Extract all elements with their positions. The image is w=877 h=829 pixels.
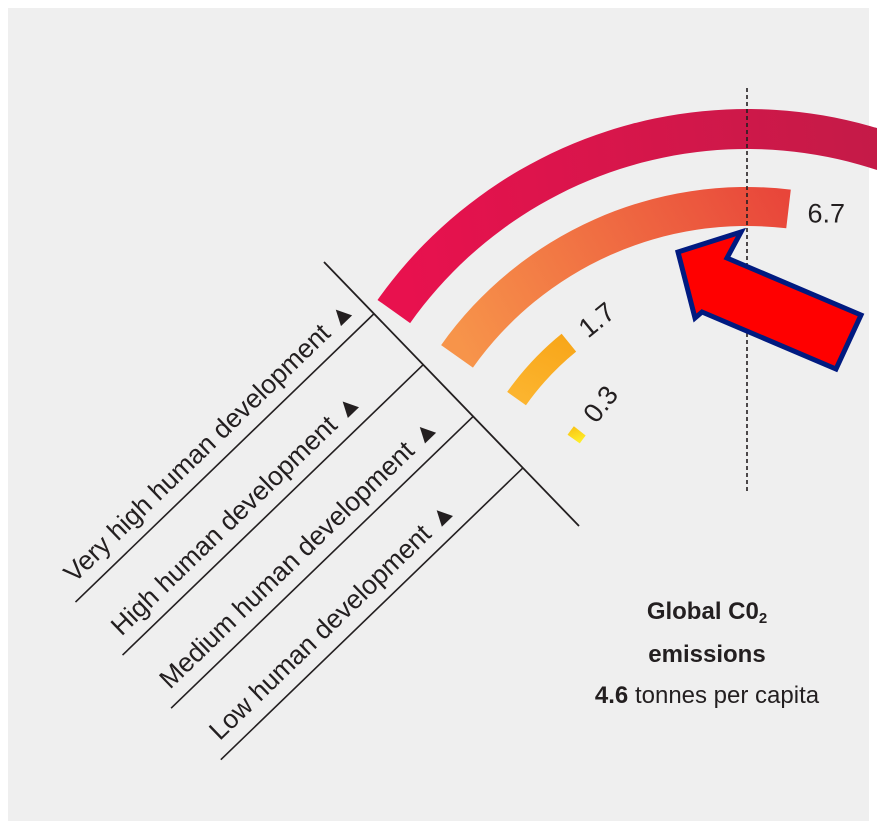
bar-high-human-development (441, 187, 791, 368)
global-unit: tonnes per capita (635, 682, 820, 709)
bars-layer (377, 109, 877, 444)
callout-arrow (674, 227, 865, 373)
value-label-2: 6.7 (808, 198, 846, 228)
category-leader-line (220, 467, 524, 761)
category-leader-line (121, 364, 424, 656)
value-label-3: 1.7 (573, 297, 621, 344)
value-label-4: 0.3 (577, 380, 624, 428)
bar-medium-human-development (507, 333, 577, 406)
radial-axis-line (323, 261, 580, 527)
global-emissions-title-line2: emissions (648, 641, 765, 668)
co2-subscript: 2 (759, 610, 767, 627)
category-leader-line (170, 415, 474, 709)
bar-low-human-development (567, 426, 586, 444)
category-leader-line (74, 313, 375, 603)
global-emissions-title: Global C02 (647, 598, 767, 627)
global-value: 4.6 (595, 682, 628, 709)
global-emissions-value: 4.6 tonnes per capita (595, 682, 820, 709)
lines-layer (74, 261, 580, 761)
bar-very-high-human-development (377, 109, 877, 324)
